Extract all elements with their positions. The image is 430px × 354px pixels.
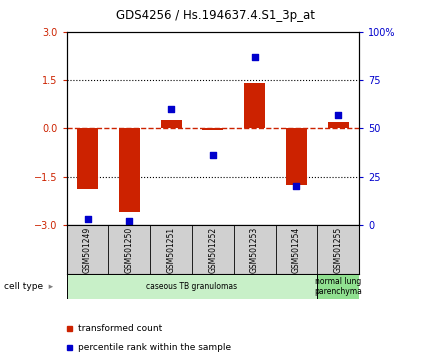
Text: caseous TB granulomas: caseous TB granulomas <box>146 282 237 291</box>
Bar <box>317 274 359 299</box>
Bar <box>67 274 317 299</box>
Point <box>126 218 133 224</box>
Text: GSM501250: GSM501250 <box>125 227 134 273</box>
Text: normal lung
parenchyma: normal lung parenchyma <box>314 277 362 296</box>
Text: GSM501252: GSM501252 <box>209 227 217 273</box>
Point <box>168 106 175 112</box>
Text: GDS4256 / Hs.194637.4.S1_3p_at: GDS4256 / Hs.194637.4.S1_3p_at <box>116 9 314 22</box>
Bar <box>203 128 223 130</box>
Bar <box>77 128 98 189</box>
Point <box>293 183 300 189</box>
Text: GSM501253: GSM501253 <box>250 227 259 273</box>
Bar <box>328 122 349 128</box>
Text: GSM501255: GSM501255 <box>334 227 343 273</box>
Text: GSM501254: GSM501254 <box>292 227 301 273</box>
Text: cell type: cell type <box>4 282 43 291</box>
Point <box>209 153 216 158</box>
Text: transformed count: transformed count <box>78 324 163 333</box>
Bar <box>286 128 307 184</box>
Bar <box>244 83 265 128</box>
Text: percentile rank within the sample: percentile rank within the sample <box>78 343 231 352</box>
Text: GSM501249: GSM501249 <box>83 227 92 273</box>
Text: GSM501251: GSM501251 <box>166 227 175 273</box>
Point <box>84 216 91 222</box>
Bar <box>161 120 181 128</box>
Point <box>335 112 341 118</box>
Bar <box>119 128 140 212</box>
Point <box>251 54 258 60</box>
